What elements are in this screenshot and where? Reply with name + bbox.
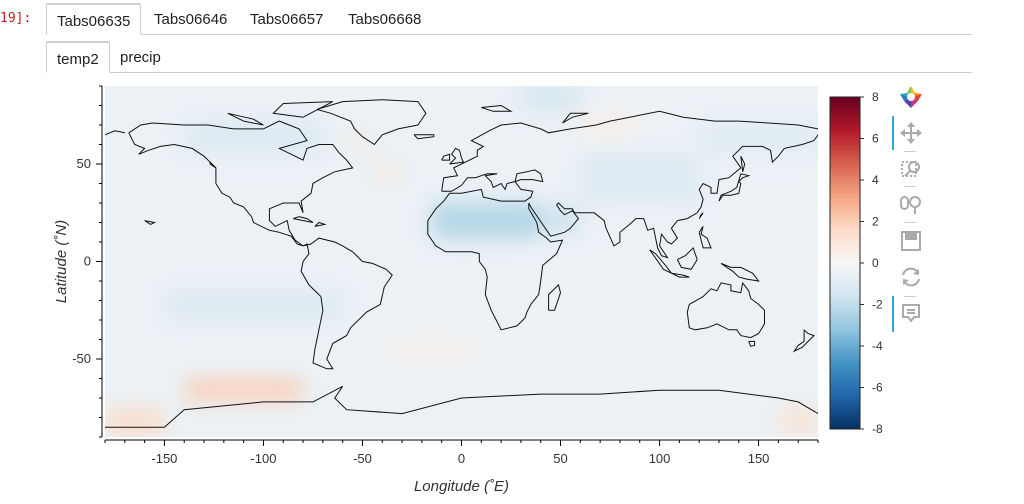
coastline xyxy=(481,104,513,112)
y-axis-label: Latitude (˚N) xyxy=(53,220,70,303)
anomaly-region xyxy=(382,339,482,359)
coastline xyxy=(720,262,760,282)
save-icon[interactable] xyxy=(898,228,924,254)
coastline xyxy=(671,272,690,278)
coastline xyxy=(676,246,698,270)
y-tick-label: -50 xyxy=(72,351,91,366)
anomaly-region xyxy=(580,154,700,203)
hover-icon[interactable] xyxy=(898,300,924,326)
x-tick-label: -50 xyxy=(353,451,372,466)
colorbar-tick-label: -6 xyxy=(872,381,883,395)
coastline xyxy=(548,283,562,311)
colorbar-tick-label: -4 xyxy=(872,339,883,353)
anomaly-region xyxy=(105,407,165,437)
coastline xyxy=(718,173,751,202)
coastline xyxy=(740,155,746,172)
colorbar-gradient xyxy=(829,96,861,430)
coastline xyxy=(792,329,815,353)
heatmap-layer xyxy=(105,86,818,437)
coastline xyxy=(293,216,314,223)
coastline xyxy=(105,385,818,428)
y-tick-label: 0 xyxy=(84,254,91,269)
anomaly-region xyxy=(372,164,403,180)
coastline xyxy=(413,134,435,140)
anomaly-region xyxy=(431,203,541,239)
colorbar-tick-label: 0 xyxy=(872,256,879,270)
colorbar-tick-label: 2 xyxy=(872,215,879,229)
coastline xyxy=(441,153,451,161)
colorbar: 8 6 4 2 0 -2 -4 -6 -8 xyxy=(829,90,883,436)
coastline xyxy=(209,160,217,169)
outer-tab-bar: Tabs06635 Tabs06646 Tabs06657 Tabs06668 xyxy=(46,0,972,35)
x-axis-label: Longitude (˚E) xyxy=(414,478,509,495)
anomaly-region xyxy=(184,121,323,155)
coastline xyxy=(514,169,544,183)
anomaly-region xyxy=(164,290,343,320)
coastline xyxy=(227,112,264,126)
coastline xyxy=(144,220,157,225)
x-tick-label: 50 xyxy=(553,451,567,466)
anomaly-region xyxy=(184,378,304,402)
coastline xyxy=(128,120,393,370)
tab-tabs06657[interactable]: Tabs06657 xyxy=(250,11,324,28)
coastline xyxy=(698,212,704,219)
coastline xyxy=(314,221,327,227)
axes: -150 -100 -50 0 50 100 150 -50 0 50 Longitude (˚E)… xyxy=(53,85,819,495)
tab-tabs06668[interactable]: Tabs06668 xyxy=(348,11,422,28)
x-tick-label: 0 xyxy=(458,451,465,466)
coastlines xyxy=(105,99,818,428)
coastline xyxy=(698,226,712,249)
x-tick-label: 100 xyxy=(649,451,671,466)
coastline xyxy=(649,249,672,274)
tab-tabs06646[interactable]: Tabs06646 xyxy=(154,11,228,28)
tab-tabs06635[interactable]: Tabs06635 xyxy=(46,3,142,35)
coastline xyxy=(748,340,756,347)
colorbar-tick-label: 4 xyxy=(872,173,879,187)
colorbar-tick-label: 6 xyxy=(872,132,879,146)
coastline xyxy=(272,101,334,118)
coastline xyxy=(449,147,465,165)
wheel-zoom-icon[interactable] xyxy=(898,192,924,218)
anomaly-region xyxy=(520,86,581,110)
box-zoom-icon[interactable] xyxy=(898,156,924,182)
anomaly-region xyxy=(342,134,373,149)
coastline xyxy=(686,281,765,339)
pan-icon[interactable] xyxy=(898,120,924,146)
colorbar-tick-label: -2 xyxy=(872,298,883,312)
tab-temp2[interactable]: temp2 xyxy=(46,41,110,73)
colorbar-tick-label: 8 xyxy=(872,90,879,104)
coastline xyxy=(105,130,125,136)
anomaly-region xyxy=(699,121,818,155)
coastline xyxy=(427,134,818,331)
x-tick-label: -100 xyxy=(250,451,276,466)
coastline xyxy=(441,110,818,192)
bokeh-logo-icon[interactable] xyxy=(898,84,924,110)
colorbar-tick-label: -8 xyxy=(872,422,883,436)
reset-icon[interactable] xyxy=(898,264,924,290)
x-tick-label: -150 xyxy=(151,451,177,466)
tab-precip[interactable]: precip xyxy=(120,49,161,66)
inner-tab-bar: temp2 precip xyxy=(46,38,972,73)
anomaly-region xyxy=(580,115,640,135)
y-tick-label: 50 xyxy=(77,156,91,171)
cell-prompt: 19]: xyxy=(0,11,32,26)
coastline xyxy=(562,112,589,124)
coastline xyxy=(316,99,427,146)
x-tick-label: 150 xyxy=(748,451,770,466)
anomaly-region xyxy=(778,407,818,434)
anomaly-region xyxy=(540,206,581,233)
